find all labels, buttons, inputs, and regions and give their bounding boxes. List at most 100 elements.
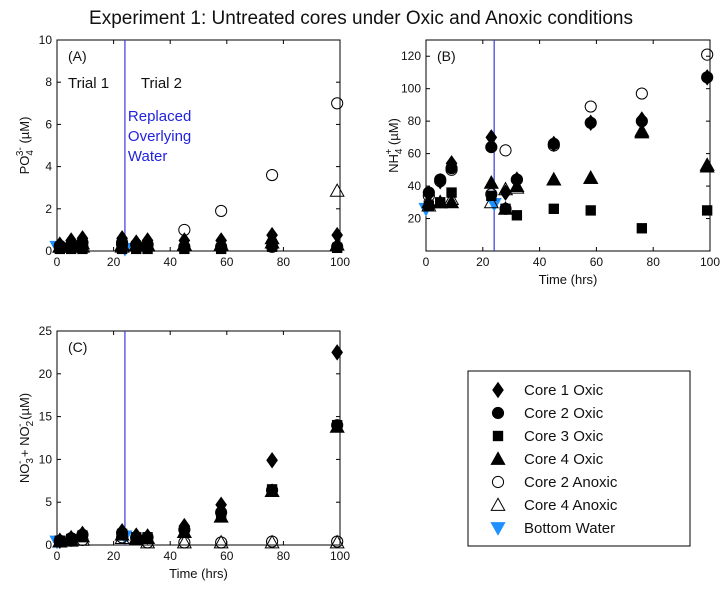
point-core-4-oxic: [546, 171, 562, 186]
x-tick-label: 40: [164, 549, 178, 563]
x-tick-label: 80: [277, 255, 291, 269]
y-tick-label: 25: [39, 324, 53, 338]
point-core-1-oxic: [65, 232, 77, 249]
data-points: [49, 344, 345, 550]
y-tick-label: 80: [408, 114, 422, 128]
x-tick-label: 100: [700, 255, 720, 269]
point-core-3-oxic: [486, 190, 497, 201]
y-axis-label: NO3- + NO2- (µM): [15, 393, 36, 483]
point-core-4-oxic: [699, 158, 715, 173]
point-core-1-oxic: [584, 114, 597, 132]
point-core-2-anoxic: [635, 87, 648, 100]
x-tick-label: 40: [164, 255, 178, 269]
point-core-4-anoxic: [329, 183, 345, 197]
point-core-3-oxic: [446, 187, 457, 198]
point-core-4-anoxic: [483, 194, 499, 209]
y-tick-label: 10: [39, 452, 53, 466]
point-core-1-oxic: [434, 172, 447, 190]
legend-item-core-3-oxic: Core 3 Oxic: [492, 428, 604, 445]
plot-frame: [56, 39, 341, 252]
annotation-line: Overlying: [128, 128, 191, 145]
panel-a: 0 20 40 60 80 100 0 2 4 6 8 10 (A) Trial 1 Trial 2 Repl…: [15, 33, 350, 269]
y-tick-label: 8: [45, 75, 52, 89]
legend-marker-core-1-oxic: [492, 381, 504, 399]
legend-marker-core-3-oxic: [492, 430, 504, 442]
y-tick-label: 0: [45, 244, 52, 258]
point-core-1-oxic: [116, 523, 128, 540]
x-tick-label: 20: [107, 549, 121, 563]
point-core-2-anoxic: [331, 97, 344, 110]
point-core-2-anoxic: [584, 100, 597, 113]
point-core-4-oxic: [483, 175, 499, 189]
point-core-2-anoxic: [266, 168, 279, 182]
point-core-2-anoxic: [215, 536, 228, 549]
legend-marker-core-4-oxic: [490, 451, 506, 465]
data-points: [49, 97, 345, 257]
figure-title: Experiment 1: Untreated cores under Oxic…: [89, 8, 633, 29]
legend-marker-bottom-water: [490, 522, 506, 536]
point-core-1-oxic: [331, 226, 344, 244]
point-core-4-oxic: [634, 124, 650, 139]
x-tick-label: 0: [423, 255, 430, 269]
legend-label: Core 1 Oxic: [524, 382, 604, 399]
x-tick-label: 80: [277, 549, 291, 563]
legend-item-core-4-anoxic: Core 4 Anoxic: [490, 497, 618, 514]
legend-item-bottom-water: Bottom Water: [490, 520, 615, 537]
x-tick-label: 20: [476, 255, 490, 269]
panel-c: 0 20 40 60 80 100 0 5 10 15 20 25 (C) Time (hrs) NO3- …: [15, 324, 350, 581]
legend-box: [467, 370, 691, 547]
point-core-2-oxic: [266, 484, 279, 497]
point-core-1-oxic: [141, 232, 154, 249]
x-tick-label: 40: [533, 255, 547, 269]
point-core-1-oxic: [65, 529, 77, 547]
point-core-1-oxic: [485, 129, 498, 146]
legend-label: Core 4 Oxic: [524, 451, 604, 468]
point-core-1-oxic: [547, 135, 560, 153]
y-tick-label: 10: [39, 33, 53, 47]
legend-label: Bottom Water: [524, 520, 615, 537]
point-core-1-oxic: [423, 185, 435, 203]
y-tick-label: 4: [45, 160, 52, 174]
x-tick-label: 100: [330, 549, 350, 563]
plot-frame: [56, 330, 341, 546]
point-core-4-anoxic: [329, 534, 345, 549]
data-points: [418, 48, 715, 234]
panel-label: (A): [68, 48, 87, 64]
point-core-4-anoxic: [264, 534, 280, 549]
trial-1-label: Trial 1: [68, 75, 109, 92]
x-tick-label: 80: [647, 255, 661, 269]
legend-label: Core 3 Oxic: [524, 428, 604, 445]
point-core-1-oxic: [511, 171, 523, 188]
y-tick-label: 120: [401, 49, 421, 63]
point-core-1-oxic: [53, 532, 66, 549]
point-core-1-oxic: [53, 236, 66, 253]
point-core-2-anoxic: [215, 204, 228, 217]
point-core-1-oxic: [266, 226, 278, 244]
point-core-1-oxic: [76, 525, 89, 543]
point-core-2-anoxic: [499, 144, 512, 157]
point-core-3-oxic: [548, 203, 559, 214]
x-tick-label: 0: [54, 549, 61, 563]
trial-2-label: Trial 2: [141, 75, 182, 92]
point-core-1-oxic: [636, 111, 648, 128]
y-axis-label: PO43- (µM): [15, 117, 36, 175]
point-core-4-oxic: [443, 194, 460, 209]
point-core-1-oxic: [499, 184, 512, 201]
point-core-1-oxic: [116, 230, 128, 247]
point-core-1-oxic: [701, 69, 713, 86]
plot-frame: [425, 39, 711, 252]
legend-label: Core 2 Anoxic: [524, 474, 618, 491]
x-tick-label: 0: [54, 255, 61, 269]
legend-marker-core-2-anoxic: [491, 475, 505, 489]
legend-item-core-1-oxic: Core 1 Oxic: [492, 381, 604, 399]
annotation-line: Water: [128, 148, 167, 165]
point-core-3-oxic: [435, 197, 446, 208]
y-tick-label: 0: [45, 538, 52, 552]
x-tick-label: 60: [220, 255, 234, 269]
y-tick-label: 15: [39, 410, 53, 424]
point-core-4-oxic: [583, 170, 599, 184]
point-core-2-oxic: [331, 419, 344, 432]
point-core-1-oxic: [331, 344, 344, 361]
